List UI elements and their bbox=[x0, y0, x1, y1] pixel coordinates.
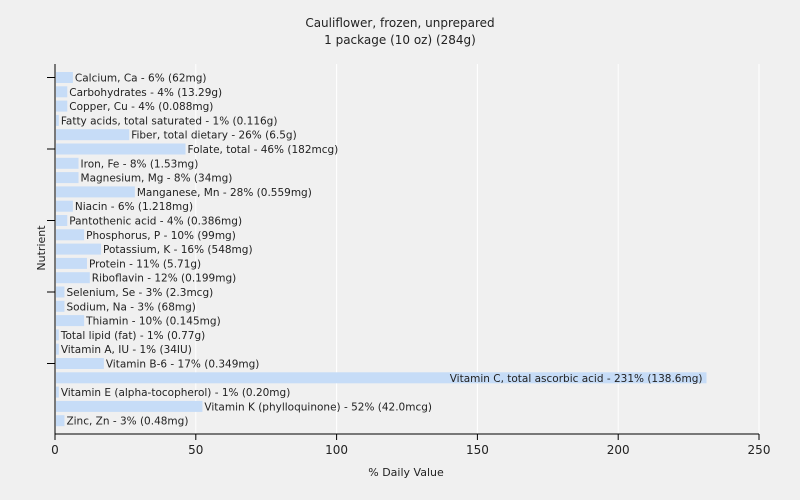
bar-label-9: Niacin - 6% (1.218mg) bbox=[75, 201, 193, 213]
bar-label-10: Pantothenic acid - 4% (0.386mg) bbox=[69, 216, 242, 228]
bar-20 bbox=[56, 358, 104, 369]
bar-10 bbox=[56, 215, 68, 226]
axes: 0 50 100 150 200 250 bbox=[47, 64, 770, 457]
bar-5 bbox=[56, 143, 186, 155]
bar-label-3: Fatty acids, total saturated - 1% (0.116… bbox=[61, 115, 278, 127]
bar-12 bbox=[56, 243, 102, 255]
bar-11 bbox=[56, 229, 85, 241]
bar-label-8: Manganese, Mn - 28% (0.559mg) bbox=[137, 187, 312, 199]
bar-16 bbox=[56, 300, 65, 312]
bar-label-0: Calcium, Ca - 6% (62mg) bbox=[75, 73, 207, 85]
x-axis-title: % Daily Value bbox=[368, 466, 444, 479]
bar-label-19: Vitamin A, IU - 1% (34IU) bbox=[61, 344, 192, 356]
bar-2 bbox=[56, 100, 68, 112]
bar-13 bbox=[56, 257, 87, 269]
x-tick-label-200: 200 bbox=[607, 443, 630, 457]
bar-1 bbox=[56, 86, 68, 98]
bar-9 bbox=[56, 200, 73, 212]
bar-label-24: Zinc, Zn - 3% (0.48mg) bbox=[66, 416, 188, 428]
bar-label-17: Thiamin - 10% (0.145mg) bbox=[85, 316, 221, 328]
bar-label-20: Vitamin B-6 - 17% (0.349mg) bbox=[106, 359, 260, 371]
bar-label-23: Vitamin K (phylloquinone) - 52% (42.0mcg… bbox=[204, 401, 432, 413]
y-axis-title: Nutrient bbox=[35, 225, 48, 271]
bar-label-2: Copper, Cu - 4% (0.088mg) bbox=[69, 101, 213, 113]
bar-18 bbox=[56, 329, 59, 341]
bar-8 bbox=[56, 186, 135, 198]
bar-14 bbox=[56, 272, 90, 284]
bar-23 bbox=[56, 400, 203, 412]
x-tick-label-100: 100 bbox=[325, 443, 348, 457]
x-tick-label-250: 250 bbox=[748, 443, 771, 457]
bar-label-16: Sodium, Na - 3% (68mg) bbox=[66, 301, 195, 313]
bar-label-7: Magnesium, Mg - 8% (34mg) bbox=[81, 173, 233, 185]
bar-19 bbox=[56, 343, 59, 355]
bar-label-12: Potassium, K - 16% (548mg) bbox=[103, 244, 253, 256]
bars: Calcium, Ca - 6% (62mg) Carbohydrates - 4… bbox=[56, 72, 707, 428]
bar-0 bbox=[56, 72, 73, 83]
bar-label-1: Carbohydrates - 4% (13.29g) bbox=[69, 87, 222, 99]
x-tick-label-150: 150 bbox=[466, 443, 489, 457]
bar-label-13: Protein - 11% (5.71g) bbox=[89, 258, 201, 270]
bar-17 bbox=[56, 315, 85, 327]
bar-label-22: Vitamin E (alpha-tocopherol) - 1% (0.20m… bbox=[61, 387, 291, 399]
bar-label-14: Riboflavin - 12% (0.199mg) bbox=[92, 273, 236, 285]
bar-3 bbox=[56, 114, 59, 126]
bar-label-15: Selenium, Se - 3% (2.3mcg) bbox=[66, 287, 213, 299]
bar-label-6: Iron, Fe - 8% (1.53mg) bbox=[81, 158, 199, 170]
bar-22 bbox=[56, 386, 59, 398]
bar-21 bbox=[56, 372, 707, 384]
bar-24 bbox=[56, 415, 65, 427]
bar-label-11: Phosphorus, P - 10% (99mg) bbox=[86, 230, 236, 242]
bar-6 bbox=[56, 157, 79, 169]
chart-subtitle: 1 package (10 oz) (284g) bbox=[324, 33, 476, 47]
bar-7 bbox=[56, 172, 79, 184]
bar-label-5: Folate, total - 46% (182mcg) bbox=[188, 144, 339, 156]
bar-4 bbox=[56, 129, 130, 141]
chart-title: Cauliflower, frozen, unprepared bbox=[305, 16, 494, 30]
bar-15 bbox=[56, 286, 65, 298]
bar-label-21: Vitamin C, total ascorbic acid - 231% (1… bbox=[450, 373, 703, 385]
x-tick-label-0: 0 bbox=[51, 443, 59, 457]
x-tick-label-50: 50 bbox=[188, 443, 203, 457]
bar-label-18: Total lipid (fat) - 1% (0.77g) bbox=[60, 330, 205, 342]
bar-label-4: Fiber, total dietary - 26% (6.5g) bbox=[131, 130, 296, 142]
